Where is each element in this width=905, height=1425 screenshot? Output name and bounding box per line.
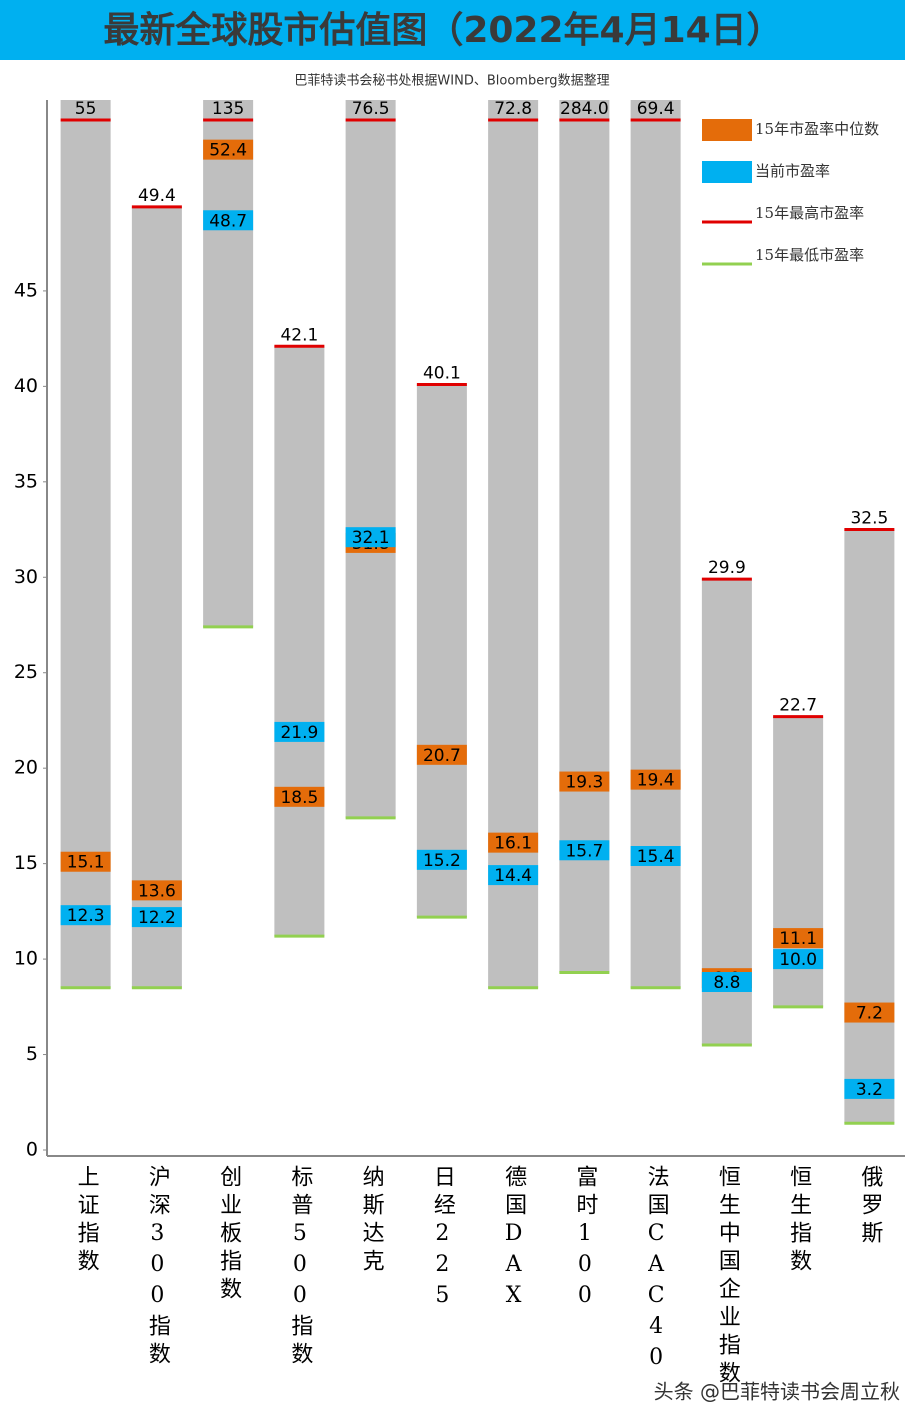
median-box (488, 832, 539, 853)
median-box (416, 744, 467, 765)
max-label: 42.1 (280, 325, 318, 345)
current-label: 21.9 (280, 723, 318, 743)
current-label: 12.2 (138, 908, 176, 928)
x-tick-label: 日经225 (430, 1165, 456, 1314)
median-box (60, 851, 111, 872)
current-label: 15.4 (637, 847, 675, 867)
y-tick-label: 20 (14, 757, 38, 779)
max-label: 72.8 (494, 99, 532, 119)
y-tick-label: 40 (14, 375, 38, 397)
median-label: 13.6 (138, 881, 176, 901)
legend-label: 15年最高市盈率 (755, 204, 864, 222)
max-label: 55 (75, 99, 97, 119)
median-box (559, 771, 610, 792)
x-tick-label: 标普500指数 (287, 1165, 313, 1370)
range-bar (274, 346, 325, 937)
median-box (274, 786, 325, 807)
legend-swatch (702, 161, 752, 183)
legend-label: 当前市盈率 (755, 162, 830, 180)
y-tick-label: 30 (14, 566, 38, 588)
current-box (773, 949, 824, 970)
x-tick-label: 上证指数 (74, 1165, 100, 1277)
range-bar (630, 100, 681, 988)
range-bar (416, 384, 467, 918)
range-bar (701, 579, 752, 1045)
watermark: 头条 @巴菲特读书会周立秋 (654, 1380, 900, 1404)
range-bar (844, 529, 895, 1124)
median-box (131, 880, 182, 901)
title-banner (0, 0, 905, 60)
x-tick-label: 创业板指数 (216, 1165, 242, 1305)
median-box (203, 139, 254, 160)
x-tick-label: 沪深300指数 (145, 1165, 171, 1370)
y-tick-label: 10 (14, 948, 38, 970)
current-label: 15.7 (565, 841, 603, 861)
current-box (630, 846, 681, 866)
range-bar (345, 100, 396, 818)
chart-subtitle: 巴菲特读书会秘书处根据WIND、Bloomberg数据整理 (294, 74, 609, 89)
range-bar (131, 206, 182, 988)
max-label: 32.5 (850, 509, 888, 529)
x-tick-label: 恒生中国企业指数 (715, 1165, 741, 1389)
x-tick-label: 俄罗斯 (857, 1165, 883, 1249)
chart-title: 最新全球股市估值图（2022年4月14日） (103, 9, 782, 51)
current-label: 12.3 (67, 906, 105, 926)
x-tick-label: 法国CAC40 (644, 1165, 670, 1376)
current-box (416, 849, 467, 870)
range-bar (60, 100, 111, 988)
y-tick-label: 35 (14, 470, 38, 492)
x-tick-label: 富时100 (572, 1165, 597, 1314)
y-tick-label: 45 (14, 279, 38, 301)
x-tick-label: 恒生指数 (786, 1165, 812, 1277)
current-box (559, 840, 610, 861)
median-label: 15.1 (67, 853, 105, 873)
y-tick-label: 25 (14, 661, 38, 683)
current-box (131, 907, 182, 928)
median-box (630, 769, 681, 790)
current-box (488, 865, 539, 886)
median-label: 19.3 (565, 773, 603, 793)
current-label: 14.4 (494, 866, 532, 886)
x-tick-label: 德国DAX (501, 1165, 527, 1314)
y-tick-label: 0 (26, 1139, 38, 1161)
x-tick-label: 纳斯达克 (359, 1165, 385, 1277)
max-label: 76.5 (352, 99, 390, 119)
current-label: 3.2 (856, 1080, 883, 1100)
median-box (773, 928, 824, 949)
current-box (60, 905, 111, 926)
median-label: 7.2 (856, 1004, 883, 1024)
max-label: 40.1 (423, 363, 461, 383)
current-box (203, 210, 254, 231)
current-label: 32.1 (352, 528, 390, 548)
median-label: 19.4 (637, 771, 675, 791)
median-label: 20.7 (423, 746, 461, 766)
current-box (701, 972, 752, 992)
max-label: 29.9 (708, 558, 746, 578)
legend-swatch (702, 119, 752, 141)
current-label: 10.0 (779, 950, 817, 970)
current-box (844, 1078, 895, 1099)
median-box (844, 1002, 895, 1023)
legend-label: 15年市盈率中位数 (755, 120, 879, 138)
current-box (274, 721, 325, 742)
median-label: 52.4 (209, 141, 247, 161)
range-bar (559, 100, 610, 973)
current-box (345, 527, 396, 548)
median-label: 18.5 (280, 788, 318, 808)
max-label: 284.0 (560, 99, 609, 119)
legend-label: 15年最低市盈率 (755, 246, 864, 264)
y-tick-label: 5 (26, 1043, 38, 1065)
current-label: 15.2 (423, 851, 461, 871)
range-bar (203, 100, 254, 627)
max-label: 49.4 (138, 186, 176, 206)
median-label: 16.1 (494, 834, 532, 854)
median-label: 11.1 (779, 929, 817, 949)
y-tick-label: 15 (14, 852, 38, 874)
current-label: 48.7 (209, 211, 247, 231)
max-label: 69.4 (637, 99, 675, 119)
current-label: 8.8 (713, 973, 740, 993)
max-label: 135 (212, 99, 244, 119)
max-label: 22.7 (779, 696, 817, 716)
